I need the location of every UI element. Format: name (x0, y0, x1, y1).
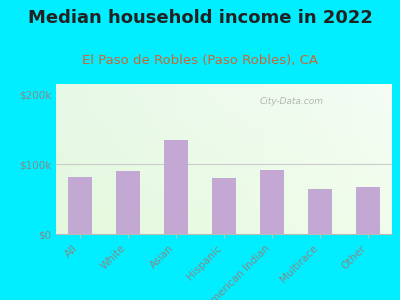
Text: El Paso de Robles (Paso Robles), CA: El Paso de Robles (Paso Robles), CA (82, 54, 318, 67)
Bar (164, 140, 188, 234)
Bar (308, 189, 332, 234)
Bar (260, 170, 284, 234)
Bar (116, 171, 140, 234)
Bar (68, 177, 92, 234)
Bar (212, 178, 236, 234)
Text: City-Data.com: City-Data.com (259, 98, 323, 106)
Text: Median household income in 2022: Median household income in 2022 (28, 9, 372, 27)
Bar (356, 187, 380, 234)
